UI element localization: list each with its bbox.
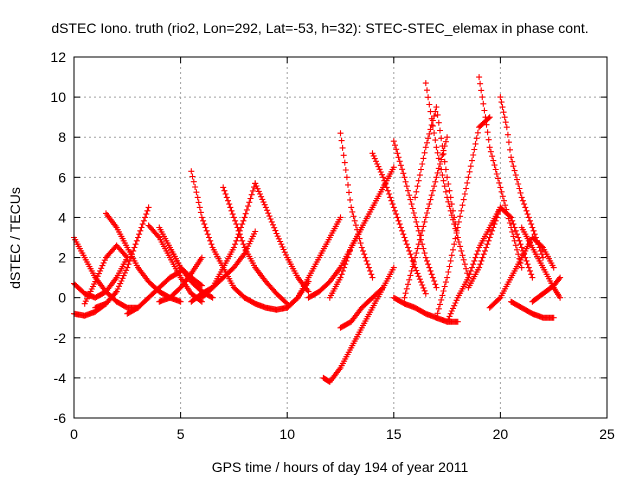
data-point-markers xyxy=(444,204,504,325)
plot-frame xyxy=(73,56,608,419)
y-tick-label: 0 xyxy=(58,290,66,306)
data-point-markers xyxy=(71,234,141,311)
data-arc xyxy=(444,204,504,325)
data-point-markers xyxy=(529,274,564,305)
data-arc xyxy=(71,234,141,311)
data-arc xyxy=(71,288,120,319)
data-arc xyxy=(390,294,461,325)
data-point-markers xyxy=(486,234,557,311)
data-arc xyxy=(518,224,564,301)
data-point-markers xyxy=(508,298,557,321)
data-arc xyxy=(188,228,259,305)
axis-ticks: 0 5 10 15 20 25 -6 -4 -2 0 2 4 6 8 10 12 xyxy=(50,49,615,442)
data-arc xyxy=(81,242,131,307)
x-tick-label: 25 xyxy=(599,426,615,442)
y-tick-label: 6 xyxy=(58,169,66,185)
x-axis-label: GPS time / hours of day 194 of year 2011 xyxy=(212,459,469,475)
data-arc xyxy=(156,254,205,305)
x-tick-label: 20 xyxy=(493,426,509,442)
data-arc xyxy=(401,134,451,301)
data-arc xyxy=(284,214,344,311)
y-tick-label: 8 xyxy=(58,129,66,145)
x-tick-label: 10 xyxy=(279,426,295,442)
data-arc xyxy=(166,244,205,289)
y-tick-label: 4 xyxy=(58,209,66,225)
data-point-markers xyxy=(284,214,344,311)
data-point-markers xyxy=(71,254,131,301)
data-point-markers xyxy=(320,264,397,385)
data-arc xyxy=(508,298,557,321)
x-tick-label: 0 xyxy=(70,426,78,442)
data-points xyxy=(71,74,564,385)
y-tick-label: 12 xyxy=(50,49,66,65)
data-arc xyxy=(465,204,536,291)
y-tick-label: 2 xyxy=(58,250,66,266)
y-tick-label: 10 xyxy=(50,89,66,105)
data-arc xyxy=(320,264,397,385)
y-tick-label: -4 xyxy=(54,370,67,386)
data-point-markers xyxy=(337,130,376,281)
data-arc xyxy=(92,204,152,311)
data-point-markers xyxy=(401,134,451,301)
data-arc xyxy=(390,138,440,291)
data-point-markers xyxy=(166,244,205,289)
data-arc xyxy=(529,274,564,305)
y-tick-label: -2 xyxy=(54,330,67,346)
x-tick-label: 5 xyxy=(177,426,185,442)
y-axis-label: dSTEC / TECUs xyxy=(7,187,23,289)
data-point-markers xyxy=(518,224,564,301)
data-point-markers xyxy=(465,204,536,291)
data-arc xyxy=(422,80,472,281)
data-point-markers xyxy=(81,242,131,307)
data-point-markers xyxy=(71,288,120,319)
data-point-markers xyxy=(390,138,440,291)
data-arc xyxy=(337,130,376,281)
data-point-markers xyxy=(337,284,387,331)
data-arc xyxy=(71,254,131,301)
data-point-markers xyxy=(156,254,205,305)
data-point-markers xyxy=(390,294,461,325)
x-tick-label: 15 xyxy=(386,426,402,442)
data-point-markers xyxy=(220,184,291,307)
data-point-markers xyxy=(92,204,152,311)
data-arc xyxy=(486,234,557,311)
data-point-markers xyxy=(422,80,472,281)
data-arc xyxy=(220,184,291,307)
y-tick-label: -6 xyxy=(54,410,67,426)
data-arc xyxy=(337,284,387,331)
chart-title: dSTEC Iono. truth (rio2, Lon=292, Lat=-5… xyxy=(51,20,588,36)
data-point-markers xyxy=(124,268,184,317)
data-point-markers xyxy=(188,228,259,305)
data-arc xyxy=(124,268,184,317)
